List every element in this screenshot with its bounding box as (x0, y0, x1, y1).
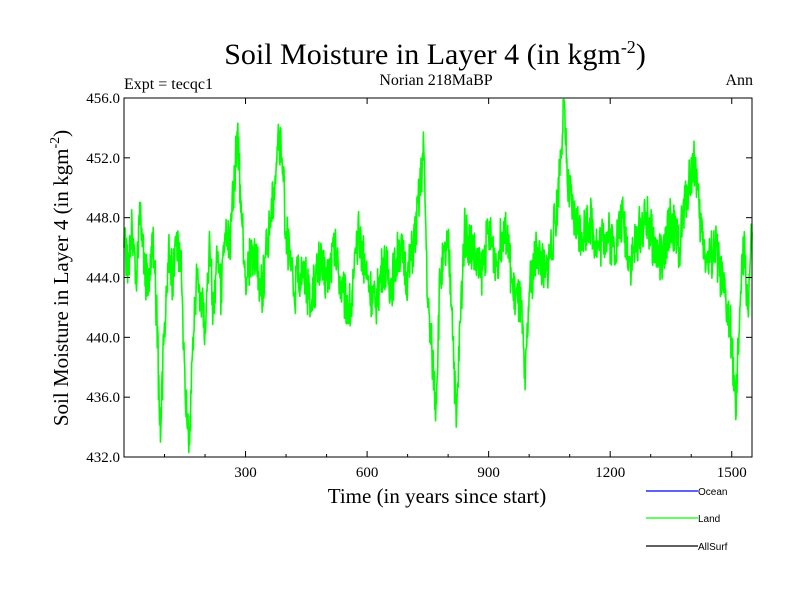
y-tick-label: 440.0 (86, 330, 120, 346)
legend-label-ocean: Ocean (698, 487, 727, 498)
x-tick-label: 300 (234, 465, 257, 481)
x-axis-title: Time (in years since start) (328, 484, 547, 508)
chart-title: Soil Moisture in Layer 4 (in kgm-2) (224, 37, 646, 71)
subtitle-left: Expt = tecqc1 (124, 76, 213, 93)
ticks-layer: 432.0 436.0 440.0 444.0 448.0 452.0 456.0 300 60… (86, 91, 752, 481)
y-tick-label: 432.0 (86, 450, 120, 466)
y-tick-label: 444.0 (86, 271, 120, 287)
y-tick-label: 436.0 (86, 390, 120, 406)
legend-label-land: Land (698, 514, 720, 525)
subtitle-right: Ann (725, 72, 753, 89)
x-tick-label: 600 (356, 465, 379, 481)
chart-title-end: ) (636, 38, 646, 71)
subtitle-center: Norian 218MaBP (379, 72, 492, 89)
y-tick-label: 448.0 (86, 211, 120, 227)
x-tick-label: 1500 (717, 465, 747, 481)
legend: Ocean Land AllSurf (646, 487, 728, 553)
y-axis-title-superscript: -2 (48, 137, 63, 149)
x-tick-label: 1200 (595, 465, 625, 481)
series-line-land (123, 98, 753, 454)
legend-label-allsurf: AllSurf (698, 542, 728, 553)
chart-title-main: Soil Moisture in Layer 4 (in kgm (224, 38, 621, 71)
y-axis-title-main: Soil Moisture in Layer 4 (in kgm (49, 149, 73, 427)
plot-frame (123, 97, 753, 458)
y-tick-label: 452.0 (86, 151, 120, 167)
series-layer (123, 98, 753, 454)
y-tick-label: 456.0 (86, 91, 120, 107)
chart-title-superscript: -2 (621, 37, 636, 57)
y-axis-title: Soil Moisture in Layer 4 (in kgm-2) (48, 130, 73, 426)
x-tick-label: 900 (477, 465, 500, 481)
y-axis-title-end: ) (49, 130, 73, 137)
